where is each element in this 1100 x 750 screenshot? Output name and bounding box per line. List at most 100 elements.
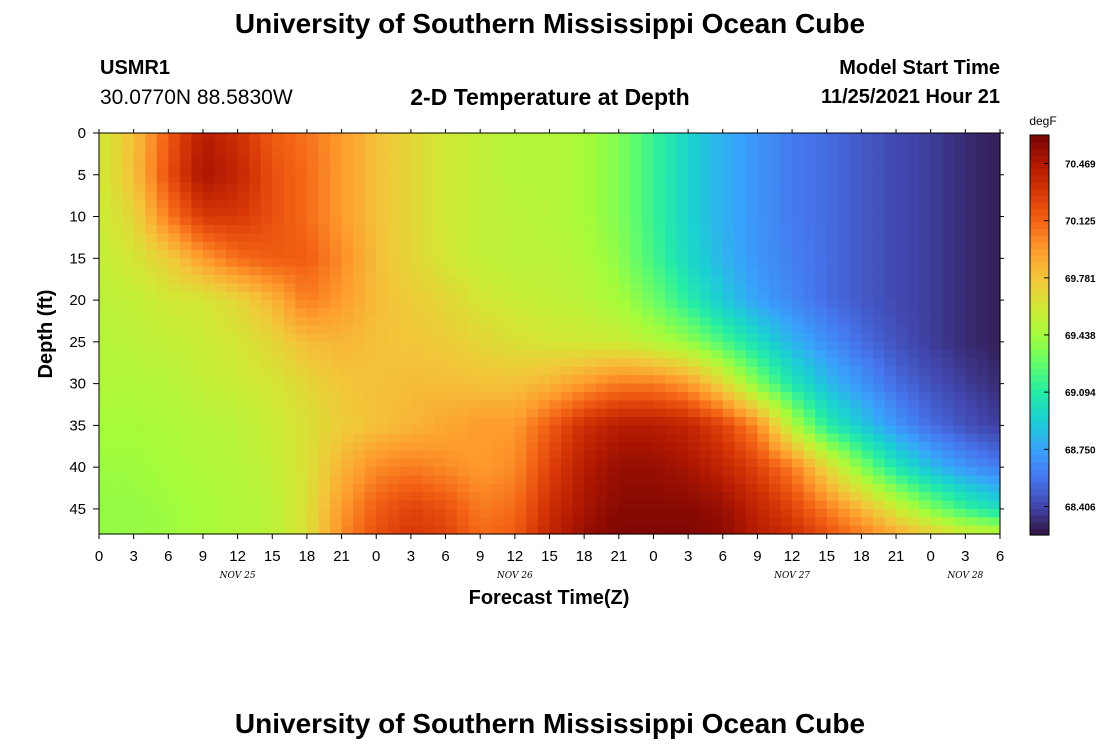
heatmap-cell [341, 508, 354, 518]
heatmap-cell [145, 308, 158, 318]
heatmap-cell [202, 400, 216, 410]
heatmap-cell [676, 141, 689, 151]
heatmap-cell [237, 216, 250, 226]
heatmap-cell [306, 442, 320, 452]
heatmap-cell [907, 417, 920, 426]
heatmap-cell [872, 266, 886, 276]
heatmap-cell [341, 408, 354, 418]
heatmap-cell [872, 249, 886, 259]
heatmap-cell [272, 333, 285, 343]
heatmap-cell [919, 458, 932, 468]
heatmap-cell [942, 241, 955, 251]
x-tick-label: 15 [541, 548, 558, 565]
station-coordinates: 30.0770N 88.5830W [100, 86, 293, 109]
heatmap-cell [676, 492, 689, 502]
colorbar-segment [1030, 168, 1049, 176]
heatmap-cell [491, 174, 504, 184]
heatmap-cell [214, 333, 227, 343]
heatmap-cell [260, 508, 273, 518]
heatmap-cell [780, 258, 793, 268]
heatmap-cell [584, 233, 597, 243]
colorbar-segment [1030, 475, 1049, 483]
heatmap-cell [364, 208, 377, 218]
heatmap-cell [237, 475, 250, 485]
heatmap-cell [433, 492, 447, 502]
heatmap-cell [722, 458, 735, 468]
heatmap-cell [226, 249, 239, 259]
heatmap-cell [965, 366, 978, 376]
heatmap-cell [872, 316, 886, 326]
heatmap-cell [815, 400, 828, 410]
heatmap-cell [399, 133, 412, 142]
heatmap-cell [283, 199, 296, 209]
colorbar-segment [1030, 368, 1049, 376]
heatmap-cell [549, 166, 562, 176]
heatmap-cell [306, 450, 320, 460]
heatmap-cell [803, 366, 816, 376]
heatmap-cell [341, 375, 354, 385]
heatmap-cell [341, 400, 354, 410]
colorbar-segment [1030, 241, 1049, 249]
heatmap-cell [503, 300, 516, 310]
heatmap-cell [214, 508, 227, 518]
heatmap-cell [283, 183, 296, 193]
colorbar-segment [1030, 375, 1049, 383]
heatmap-cell [976, 341, 990, 351]
heatmap-cell [399, 308, 412, 318]
heatmap-cell [341, 450, 354, 460]
heatmap-cell [930, 400, 943, 410]
heatmap-cell [872, 300, 886, 310]
heatmap-cell [722, 383, 735, 393]
heatmap-cell [468, 325, 481, 335]
heatmap-cell [468, 417, 481, 426]
heatmap-cell [503, 425, 516, 435]
heatmap-cell [826, 417, 839, 426]
heatmap-cell [722, 467, 735, 477]
heatmap-cell [849, 467, 862, 477]
heatmap-cell [561, 149, 574, 159]
heatmap-cell [919, 316, 932, 326]
heatmap-cell [376, 275, 389, 284]
heatmap-cell [792, 467, 805, 477]
heatmap-cell [399, 191, 412, 201]
heatmap-cell [433, 174, 447, 184]
heatmap-cell [768, 492, 782, 502]
heatmap-cell [595, 358, 608, 368]
heatmap-cell [884, 525, 897, 535]
heatmap-cell [179, 366, 193, 376]
heatmap-cell [491, 425, 504, 435]
heatmap-cell [202, 249, 216, 259]
heatmap-cell [202, 450, 216, 460]
heatmap-cell [722, 291, 735, 301]
heatmap-cell [549, 249, 562, 259]
heatmap-cell [688, 258, 701, 268]
heatmap-cell [214, 458, 227, 468]
heatmap-cell [942, 216, 955, 226]
heatmap-cell [919, 233, 932, 243]
heatmap-cell [330, 450, 343, 460]
heatmap-cell [260, 266, 273, 276]
heatmap-cell [237, 442, 250, 452]
heatmap-cell [561, 450, 574, 460]
heatmap-cell [110, 408, 123, 418]
heatmap-cell [722, 199, 735, 209]
heatmap-cell [295, 291, 308, 301]
heatmap-cell [561, 375, 574, 385]
heatmap-cell [537, 275, 551, 284]
heatmap-cell [353, 233, 366, 243]
heatmap-cell [122, 325, 135, 335]
heatmap-cell [780, 358, 793, 368]
heatmap-cell [872, 425, 886, 435]
heatmap-cell [330, 241, 343, 251]
heatmap-cell [364, 308, 377, 318]
y-tick-label: 10 [69, 209, 86, 226]
heatmap-cell [861, 483, 874, 493]
heatmap-cell [722, 141, 735, 151]
heatmap-cell [699, 233, 712, 243]
heatmap-cell [468, 467, 481, 477]
heatmap-cell [745, 191, 759, 201]
heatmap-cell [757, 391, 770, 401]
heatmap-cell [457, 266, 470, 276]
heatmap-cell [803, 283, 816, 293]
heatmap-cell [99, 166, 112, 176]
